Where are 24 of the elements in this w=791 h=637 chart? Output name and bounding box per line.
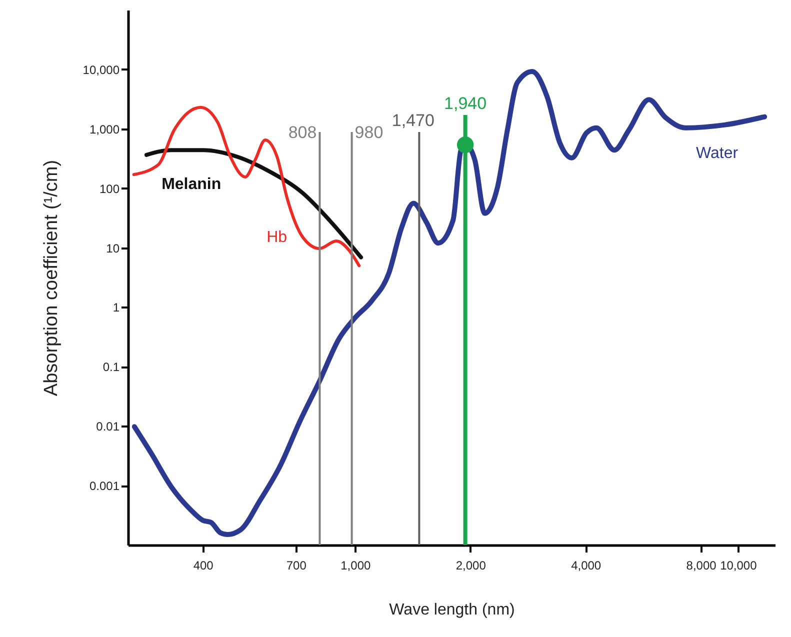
ref-line-label: 980	[354, 123, 384, 142]
series-label: Melanin	[162, 176, 222, 194]
x-axis-title: Wave length (nm)	[389, 602, 515, 618]
ref-line-label: 1,470	[392, 111, 434, 130]
y-tick-label: 10,000	[82, 62, 120, 77]
y-tick-label: 0.1	[102, 360, 120, 374]
x-tick-label: 8,000	[686, 558, 717, 572]
x-tick-label: 700	[286, 558, 307, 572]
x-tick-label: 1,000	[340, 558, 371, 572]
x-tick-label: 400	[193, 558, 214, 572]
series-label: Hb	[266, 229, 288, 246]
series-label: Water	[696, 144, 739, 162]
x-tick-label: 10,000	[720, 558, 758, 572]
y-tick-label: 0.001	[89, 479, 120, 494]
ref-line-label: 808	[288, 123, 317, 142]
x-tick-label: 2,000	[456, 558, 486, 572]
y-tick-label: 10	[106, 241, 120, 256]
x-tick-label: 4,000	[571, 558, 602, 572]
y-tick-label: 0.01	[96, 420, 120, 434]
y-tick-label: 1,000	[89, 122, 120, 136]
y-tick-label: 100	[99, 182, 120, 196]
y-tick-label: 1	[112, 300, 120, 315]
y-axis-title: Absorption coefficient (¹/cm)	[40, 160, 62, 396]
ref-line-label: 1,940	[444, 94, 487, 113]
